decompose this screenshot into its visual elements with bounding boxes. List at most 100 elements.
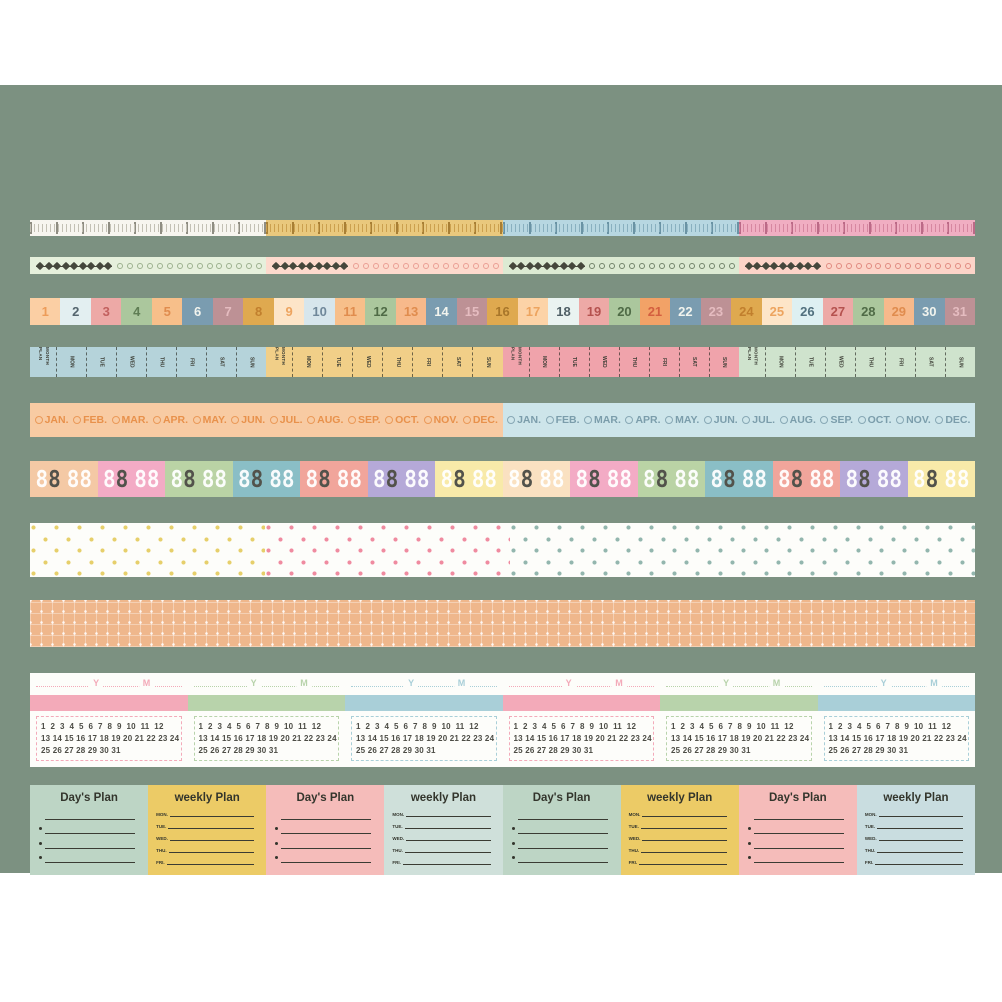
- date-cell: 30: [914, 298, 945, 325]
- date-cell: 26: [792, 298, 823, 325]
- date-number: 31: [952, 304, 967, 319]
- weekday-label: TUE.: [628, 823, 639, 829]
- month-item: MAY.: [192, 414, 227, 426]
- month-label: MAR.: [594, 414, 621, 426]
- write-line: [166, 864, 255, 865]
- date-cell: 17: [517, 298, 549, 325]
- month-label: JUL.: [279, 414, 303, 426]
- date-cell: 20: [609, 298, 640, 325]
- write-line: [878, 816, 963, 817]
- day-line-row: [747, 822, 848, 835]
- bead-ring-icon: [116, 262, 123, 269]
- week-day-row: FRI.: [156, 854, 258, 865]
- weekday-label: THU.: [628, 847, 640, 853]
- bead-segment: [266, 257, 503, 274]
- bead-ring-icon: [688, 262, 695, 269]
- date-cell: 25: [761, 298, 793, 325]
- weekday-label: WED.: [156, 835, 168, 841]
- date-number: 9: [285, 304, 293, 319]
- circle-icon: [857, 416, 866, 424]
- date-cell: 21: [639, 298, 671, 325]
- bead-ring-icon: [698, 262, 705, 269]
- week-day-row: FRI.: [629, 854, 731, 865]
- write-line: [517, 833, 608, 835]
- weekday-label: TUE.: [864, 823, 876, 829]
- diamond-icon: [44, 261, 53, 270]
- write-line: [168, 852, 255, 853]
- seven-segment-digit: 8: [956, 465, 970, 492]
- ruler-segment: [30, 220, 267, 236]
- week-day-row: TUE.: [629, 818, 731, 829]
- write-line: [753, 862, 844, 864]
- month-segment: JAN. FEB. MAR. APR. MAY. JUN. JUL. AUG. SEP. OCT.…: [30, 403, 503, 437]
- seven-segment-digit: 8: [588, 465, 601, 492]
- week-day-row: THU.: [156, 842, 258, 853]
- bead-ring-icon: [472, 262, 479, 269]
- bead-ring-icon: [492, 262, 499, 269]
- bead-ring-icon: [659, 262, 666, 269]
- dotted-line-icon: [36, 686, 182, 687]
- diamond-icon: [86, 261, 96, 270]
- month-item: MAY.: [665, 414, 699, 426]
- weekday-label: SUN: [236, 347, 266, 377]
- circle-icon: [269, 416, 278, 424]
- date-number: 23: [708, 304, 724, 319]
- bead-ring-icon: [146, 262, 153, 269]
- week-day-row: THU.: [629, 842, 731, 853]
- diamond-icon: [35, 261, 45, 270]
- bead-ring-icon: [935, 262, 942, 269]
- write-line: [406, 840, 491, 841]
- circle-icon: [584, 416, 593, 424]
- circle-icon: [34, 416, 43, 424]
- dotted-line-icon: [666, 686, 812, 687]
- bead-ring-icon: [649, 262, 656, 269]
- write-line: [168, 828, 255, 829]
- bullet-icon: [275, 841, 279, 845]
- seven-segment-digit: 8: [404, 465, 417, 492]
- month-item: JAN.: [34, 414, 69, 426]
- date-cell: 3: [90, 298, 122, 325]
- month-label: DEC.: [945, 414, 971, 426]
- month-label: MAY.: [202, 414, 227, 426]
- week-day-row: TUE.: [392, 818, 494, 829]
- seven-segment-digit: 8: [214, 465, 228, 492]
- date-number: 8: [255, 304, 263, 319]
- month-item: FEB.: [73, 414, 107, 426]
- plan-title: weekly Plan: [647, 792, 713, 804]
- date-number: 28: [861, 304, 876, 319]
- month-item: DEC.: [935, 414, 970, 426]
- diamond-icon: [306, 261, 315, 270]
- month-item: SEP.: [820, 414, 853, 426]
- weekday-label: MON: [764, 347, 795, 377]
- write-line: [641, 852, 727, 853]
- date-number: 7: [224, 304, 232, 319]
- bead-ring-icon: [845, 262, 852, 269]
- bead-ring-icon: [393, 262, 400, 269]
- bead-ring-icon: [412, 262, 419, 269]
- write-line: [45, 833, 136, 835]
- plan-title: Day's Plan: [60, 792, 118, 804]
- plan-block-week: weekly Plan MON. TUE. WED. THU. FRI.: [856, 785, 975, 875]
- bead-ring-icon: [895, 262, 902, 269]
- diamond-icon: [804, 261, 813, 270]
- circle-icon: [507, 416, 516, 424]
- plan-title: weekly Plan: [883, 792, 949, 804]
- seven-segment-digit: 8: [912, 465, 926, 492]
- calendar-dates-row: 13 14 15 16 17 18 19 20 21 22 23 24: [828, 734, 967, 743]
- circle-icon: [779, 416, 788, 424]
- weekday-label: FRI.: [864, 859, 874, 865]
- bullet-icon: [511, 856, 515, 860]
- diamond-icon: [69, 261, 79, 270]
- day-line-row: [747, 837, 848, 849]
- bead-ring-icon: [442, 262, 449, 269]
- calendar-color-bar: [817, 695, 975, 711]
- seven-segment-digit: 8: [305, 465, 319, 492]
- date-cell: 27: [822, 298, 854, 325]
- diamond-icon: [103, 261, 113, 270]
- diamond-icon: [52, 261, 62, 270]
- bead-ring-icon: [925, 262, 932, 269]
- diamond-chain: [271, 257, 349, 274]
